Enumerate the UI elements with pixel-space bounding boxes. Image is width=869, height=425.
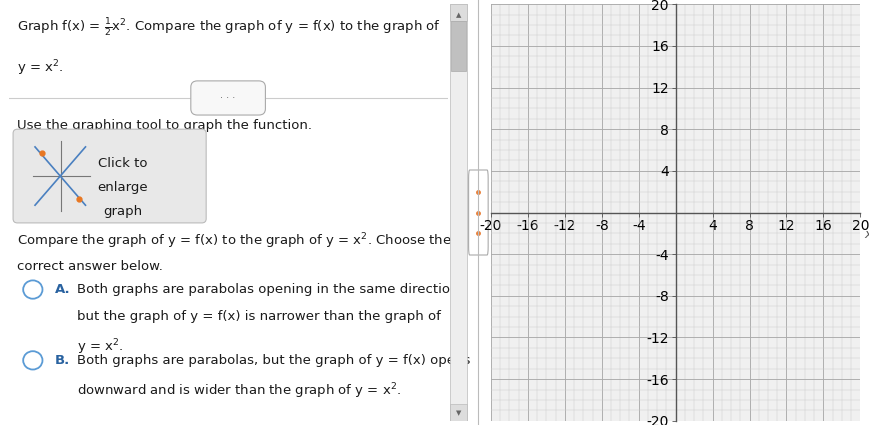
Text: but the graph of y = f(x) is narrower than the graph of: but the graph of y = f(x) is narrower th… <box>76 310 441 323</box>
Text: Click to: Click to <box>98 157 148 170</box>
Bar <box>451 21 466 71</box>
Text: downward and is wider than the graph of y = x$^2$.: downward and is wider than the graph of … <box>76 381 401 401</box>
Text: ▲: ▲ <box>455 11 461 18</box>
Text: A.: A. <box>55 283 70 296</box>
Text: B.: B. <box>55 354 70 367</box>
Bar <box>450 404 468 421</box>
Text: enlarge: enlarge <box>97 181 148 194</box>
Text: Graph f(x) = $\frac{1}{2}$x$^2$. Compare the graph of y = f(x) to the graph of: Graph f(x) = $\frac{1}{2}$x$^2$. Compare… <box>17 17 441 39</box>
FancyBboxPatch shape <box>191 81 265 115</box>
Text: ▼: ▼ <box>455 410 461 416</box>
Text: Compare the graph of y = f(x) to the graph of y = x$^2$. Choose the: Compare the graph of y = f(x) to the gra… <box>17 231 452 251</box>
Text: y = x$^2$.: y = x$^2$. <box>76 337 123 357</box>
Text: x: x <box>864 228 869 241</box>
FancyBboxPatch shape <box>13 129 206 223</box>
FancyBboxPatch shape <box>468 170 488 255</box>
Text: correct answer below.: correct answer below. <box>17 261 163 273</box>
Text: Both graphs are parabolas opening in the same direction,: Both graphs are parabolas opening in the… <box>76 283 462 296</box>
Bar <box>450 4 468 421</box>
Text: Use the graphing tool to graph the function.: Use the graphing tool to graph the funct… <box>17 119 313 132</box>
Bar <box>450 4 468 21</box>
Text: Both graphs are parabolas, but the graph of y = f(x) opens: Both graphs are parabolas, but the graph… <box>76 354 470 367</box>
Text: · · ·: · · · <box>221 93 235 103</box>
Text: graph: graph <box>103 205 143 218</box>
Text: y = x$^2$.: y = x$^2$. <box>17 58 63 78</box>
